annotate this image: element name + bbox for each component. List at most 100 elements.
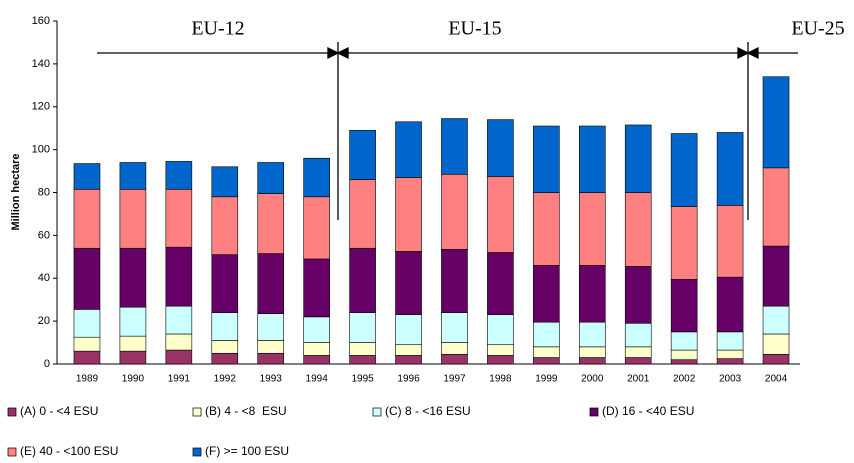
bar-segment	[533, 192, 560, 266]
bar-segment	[257, 313, 285, 341]
bar-segment	[165, 161, 193, 190]
legend-swatch	[7, 407, 17, 417]
x-tick-label: 1997	[443, 374, 466, 385]
bar-segment	[762, 305, 790, 335]
bar-segment	[257, 193, 285, 254]
bar-segment	[578, 321, 606, 348]
legend-swatch	[192, 407, 202, 417]
x-tick-label: 1995	[351, 374, 374, 385]
y-tick-label: 60	[38, 229, 50, 241]
bar-segment	[670, 133, 698, 207]
bar-segment	[624, 124, 652, 193]
y-tick-label: 0	[44, 358, 50, 370]
bar-segment	[349, 312, 376, 343]
bar-segment	[578, 265, 606, 323]
bar-segment	[165, 333, 193, 351]
bar-segment	[624, 357, 652, 365]
bar-segment	[395, 314, 422, 346]
bar-segment	[441, 173, 468, 250]
legend-label: (E) 40 - <100 ESU	[20, 444, 118, 458]
bar-segment	[624, 322, 652, 348]
bar-segment	[349, 179, 376, 249]
bar-segment	[73, 309, 101, 338]
x-tick-label: 1991	[168, 374, 191, 385]
x-tick-label: 1998	[489, 374, 512, 385]
bar-segment	[762, 333, 790, 355]
bar-segment	[533, 357, 560, 365]
bar-segment	[716, 205, 744, 278]
x-tick-label: 1996	[397, 374, 420, 385]
legend-label: (F) >= 100 ESU	[205, 444, 289, 458]
bar-segment	[487, 344, 514, 356]
annotation: EU-15	[448, 18, 501, 40]
bar-segment	[257, 162, 285, 194]
bar-segment	[762, 76, 790, 169]
bar-segment	[670, 331, 698, 351]
y-tick-label: 120	[32, 101, 50, 113]
y-tick-label: 140	[32, 58, 50, 70]
bar-segment	[624, 192, 652, 267]
bar-segment	[349, 130, 376, 180]
bar-segment	[211, 196, 239, 255]
bar-segment	[349, 247, 376, 313]
bar-segment	[211, 312, 239, 341]
bar-segment	[165, 305, 193, 335]
bar-segment	[211, 254, 239, 313]
bar-segment	[670, 206, 698, 280]
bar-segment	[257, 352, 285, 365]
bar-segment	[303, 355, 330, 365]
annotation: EU-25	[791, 18, 844, 40]
bar-segment	[487, 119, 514, 177]
bar-segment	[578, 125, 606, 193]
x-tick-label: 1994	[306, 374, 329, 385]
legend-swatch	[589, 407, 599, 417]
bar-segment	[119, 247, 147, 308]
legend-label: (C) 8 - <16 ESU	[385, 404, 471, 418]
x-tick-label: 2002	[673, 374, 696, 385]
bar-segment	[441, 118, 468, 175]
bar-segment	[670, 349, 698, 361]
bar-segment	[533, 125, 560, 193]
bar-segment	[487, 252, 514, 315]
bar-segment	[487, 176, 514, 253]
legend-swatch	[7, 447, 17, 457]
bar-segment	[716, 349, 744, 359]
bar-segment	[119, 306, 147, 337]
bar-segment	[303, 316, 330, 343]
bar-segment	[762, 245, 790, 307]
legend-label: (D) 16 - <40 ESU	[602, 404, 694, 418]
bar-segment	[624, 266, 652, 324]
bar-segment	[533, 265, 560, 323]
y-tick-label: 20	[38, 315, 50, 327]
bar-segment	[119, 335, 147, 352]
bar-segment	[349, 355, 376, 365]
bar-segment	[165, 246, 193, 307]
bar-segment	[578, 346, 606, 358]
bar-segment	[73, 350, 101, 365]
annotation-arrows	[97, 42, 798, 220]
bar-segment	[624, 346, 652, 358]
x-tick-label: 2001	[627, 374, 650, 385]
bar-segment	[119, 188, 147, 249]
bar-segment	[578, 357, 606, 365]
y-tick-label: 100	[32, 144, 50, 156]
bar-segment	[670, 279, 698, 333]
bar-segment	[73, 247, 101, 310]
x-tick-label: 1993	[260, 374, 283, 385]
bar-segment	[441, 354, 468, 365]
y-tick-label: 40	[38, 272, 50, 284]
bar-segment	[533, 321, 560, 348]
legend-swatch	[192, 447, 202, 457]
bar-segment	[211, 340, 239, 354]
bar-segment	[487, 355, 514, 365]
bar-segment	[349, 342, 376, 356]
x-tick-label: 2003	[719, 374, 742, 385]
bar-segment	[303, 342, 330, 356]
bar-segment	[762, 354, 790, 365]
bar-segment	[395, 251, 422, 315]
x-tick-label: 2004	[765, 374, 788, 385]
bar-segment	[119, 350, 147, 365]
bar-segment	[441, 312, 468, 343]
bar-segment	[395, 177, 422, 252]
